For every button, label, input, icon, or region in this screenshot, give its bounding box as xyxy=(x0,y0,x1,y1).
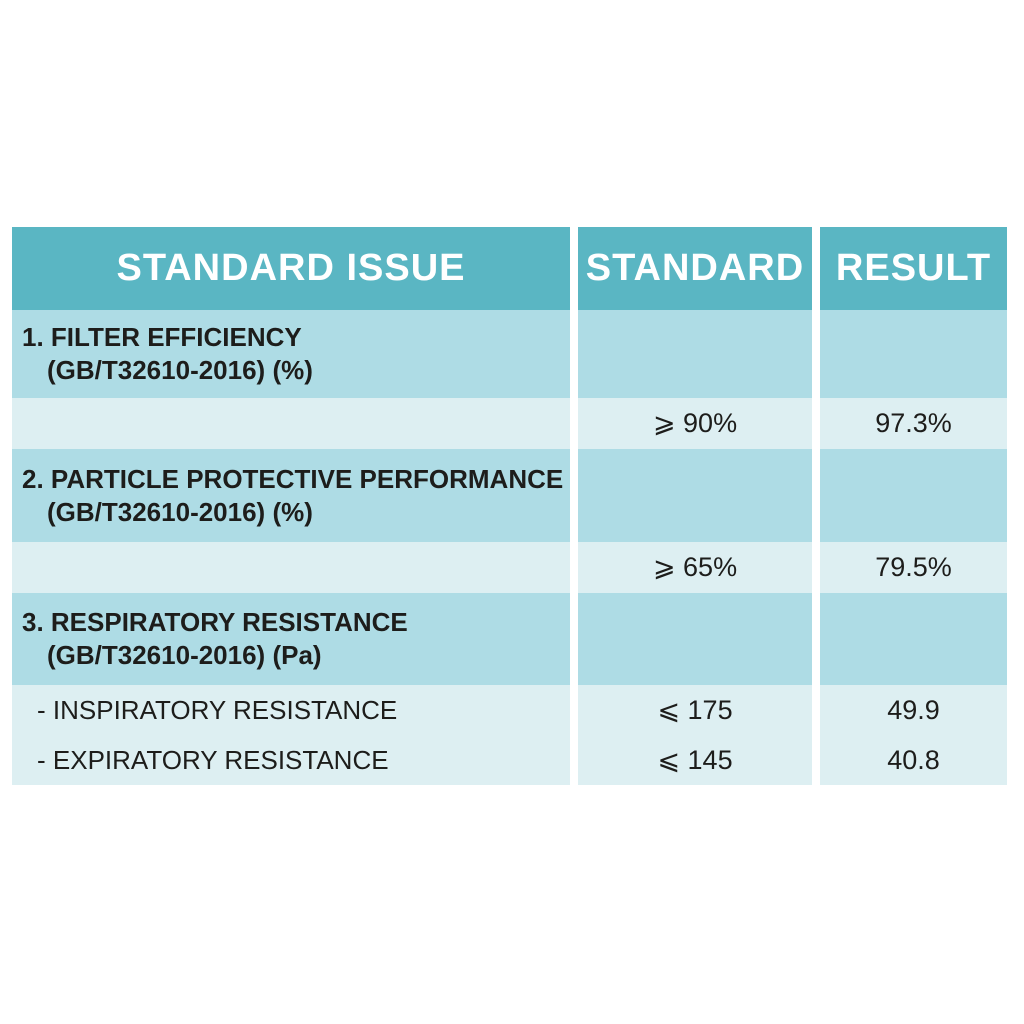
section-1-values-spacer xyxy=(12,398,570,449)
section-2-result-value: 79.5% xyxy=(820,542,1007,593)
section-1-standard-spacer xyxy=(578,310,812,398)
section-3-respiratory-resistance: 3. RESPIRATORY RESISTANCE (GB/T32610-201… xyxy=(12,593,570,685)
section-1-standard-value: ⩾ 90% xyxy=(578,398,812,449)
section-1-result-spacer xyxy=(820,310,1007,398)
section-3-item-results: 49.9 40.8 xyxy=(820,685,1007,785)
section-3-subtitle: (GB/T32610-2016) (Pa) xyxy=(47,640,322,670)
section-2-values-spacer xyxy=(12,542,570,593)
section-3-standard-spacer xyxy=(578,593,812,685)
section-1-filter-efficiency: 1. FILTER EFFICIENCY (GB/T32610-2016) (%… xyxy=(12,310,570,398)
expiratory-resistance-label: - EXPIRATORY RESISTANCE xyxy=(37,744,389,775)
section-1-subtitle: (GB/T32610-2016) (%) xyxy=(47,355,313,385)
spec-table: STANDARD ISSUE STANDARD RESULT 1. FILTER… xyxy=(12,227,1007,785)
header-standard: STANDARD xyxy=(578,227,812,310)
header-standard-issue: STANDARD ISSUE xyxy=(12,227,570,310)
section-2-standard-value: ⩾ 65% xyxy=(578,542,812,593)
inspiratory-resistance-standard: ⩽ 175 xyxy=(657,694,733,725)
inspiratory-resistance-result: 49.9 xyxy=(887,694,940,725)
section-2-particle-protective-performance: 2. PARTICLE PROTECTIVE PERFORMANCE (GB/T… xyxy=(12,449,570,542)
header-result: RESULT xyxy=(820,227,1007,310)
section-3-item-standards: ⩽ 175 ⩽ 145 xyxy=(578,685,812,785)
section-3-title: 3. RESPIRATORY RESISTANCE xyxy=(22,607,408,637)
section-2-standard-spacer xyxy=(578,449,812,542)
section-1-result-value: 97.3% xyxy=(820,398,1007,449)
expiratory-resistance-result: 40.8 xyxy=(887,744,940,775)
section-3-item-labels: - INSPIRATORY RESISTANCE - EXPIRATORY RE… xyxy=(12,685,570,785)
section-2-subtitle: (GB/T32610-2016) (%) xyxy=(47,496,313,527)
section-2-title: 2. PARTICLE PROTECTIVE PERFORMANCE xyxy=(22,463,564,494)
section-1-title: 1. FILTER EFFICIENCY xyxy=(22,322,302,352)
inspiratory-resistance-label: - INSPIRATORY RESISTANCE xyxy=(37,694,398,725)
section-3-result-spacer xyxy=(820,593,1007,685)
section-2-result-spacer xyxy=(820,449,1007,542)
expiratory-resistance-standard: ⩽ 145 xyxy=(657,744,733,775)
